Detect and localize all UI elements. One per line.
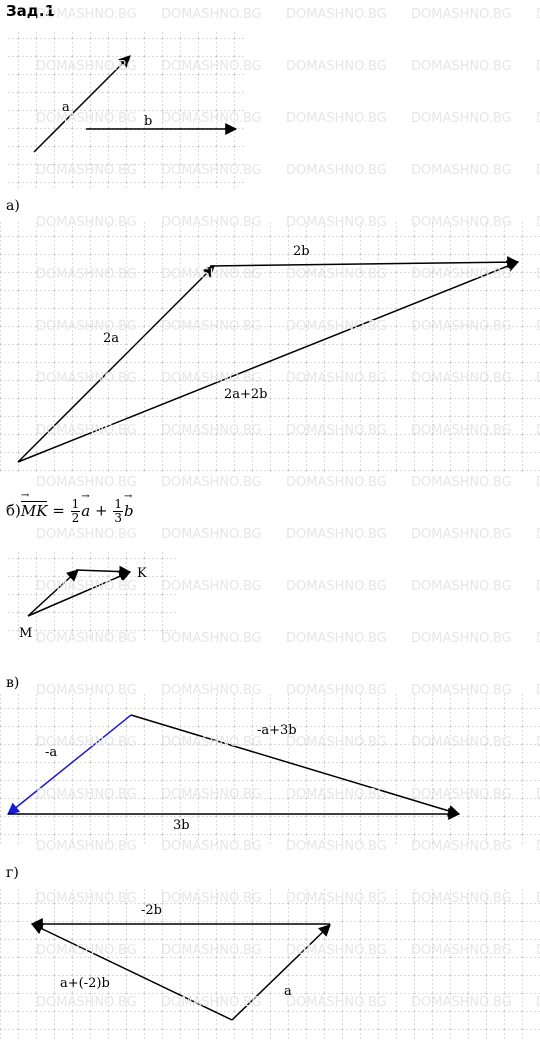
plus-sign: + <box>94 501 108 520</box>
watermark-text: DOMASHNO.BG <box>536 7 540 22</box>
watermark-text: DOMASHNO.BG <box>286 163 387 178</box>
part-a-figure <box>0 222 540 472</box>
page-title: Зад.1 <box>6 2 56 20</box>
label-2a-plus-2b: 2a+2b <box>224 387 268 402</box>
label-b: b <box>144 114 153 129</box>
watermark-text: DOMASHNO.BG <box>536 579 540 594</box>
vector-2a-plus-2b <box>17 260 520 463</box>
equals-sign: = <box>52 501 65 520</box>
part-v-label: в) <box>6 675 20 691</box>
vector-minus-a-plus-3b <box>130 714 461 817</box>
part-b-figure <box>8 550 178 640</box>
watermark-text: DOMASHNO.BG <box>536 527 540 542</box>
grid-background <box>0 222 540 472</box>
label-a: a <box>62 100 70 115</box>
watermark-text: DOMASHNO.BG <box>411 631 512 646</box>
denominator: 2 <box>71 511 80 525</box>
label-minus-a: -a <box>45 745 58 760</box>
part-b-label: б) <box>6 501 21 520</box>
vector-a <box>33 55 131 153</box>
vector-half-a <box>27 569 79 617</box>
watermark-text: DOMASHNO.BG <box>286 527 387 542</box>
label-2a: 2a <box>103 331 120 346</box>
label-minus-a-plus-3b: -a+3b <box>257 723 297 738</box>
vector-a-plus-minus-2b <box>30 923 233 1021</box>
vector-a <box>231 924 331 1021</box>
vector-2b <box>209 256 520 269</box>
watermark-text: DOMASHNO.BG <box>286 7 387 22</box>
watermark-text: DOMASHNO.BG <box>536 163 540 178</box>
watermark-text: DOMASHNO.BG <box>411 7 512 22</box>
label-2b: 2b <box>293 244 310 259</box>
watermark-text: DOMASHNO.BG <box>536 59 540 74</box>
part-v-figure <box>0 694 540 844</box>
numerator: 1 <box>70 497 81 512</box>
part-a-label: а) <box>6 198 20 214</box>
label-a-plus-minus-2b: a+(-2)b <box>60 976 110 991</box>
watermark-text: DOMASHNO.BG <box>536 111 540 126</box>
watermark-text: DOMASHNO.BG <box>286 111 387 126</box>
vector-mk-symbol: MK <box>20 500 48 520</box>
point-k-label: K <box>137 566 147 581</box>
watermark-text: DOMASHNO.BG <box>411 111 512 126</box>
watermark-text: DOMASHNO.BG <box>411 527 512 542</box>
watermark-text: DOMASHNO.BG <box>286 579 387 594</box>
grid-background <box>8 30 246 190</box>
watermark-text: DOMASHNO.BG <box>411 163 512 178</box>
vector-mk <box>27 570 132 617</box>
part-b-formula: б)MK = 12a + 13b <box>6 490 134 525</box>
given-grid-figure <box>8 30 246 190</box>
watermark-text: DOMASHNO.BG <box>286 59 387 74</box>
vector-minus-a <box>7 714 132 815</box>
watermark-text: DOMASHNO.BG <box>411 579 512 594</box>
vector-b-symbol: b <box>124 491 134 520</box>
watermark-text: DOMASHNO.BG <box>286 631 387 646</box>
label-a-right: a <box>284 984 292 999</box>
grid-background <box>0 694 540 844</box>
part-g-figure <box>0 889 540 1039</box>
numerator: 1 <box>113 497 123 512</box>
denominator: 3 <box>114 511 122 525</box>
grid-background <box>0 889 540 1039</box>
label-3b: 3b <box>173 818 190 833</box>
grid-background <box>8 550 178 640</box>
vector-2a <box>17 265 215 463</box>
watermark-text: DOMASHNO.BG <box>536 631 540 646</box>
watermark-text: DOMASHNO.BG <box>411 59 512 74</box>
part-g-label: г) <box>6 865 19 881</box>
point-m-label: M <box>19 626 33 641</box>
label-minus-2b: -2b <box>141 903 162 918</box>
vector-a-symbol: a <box>81 491 90 520</box>
